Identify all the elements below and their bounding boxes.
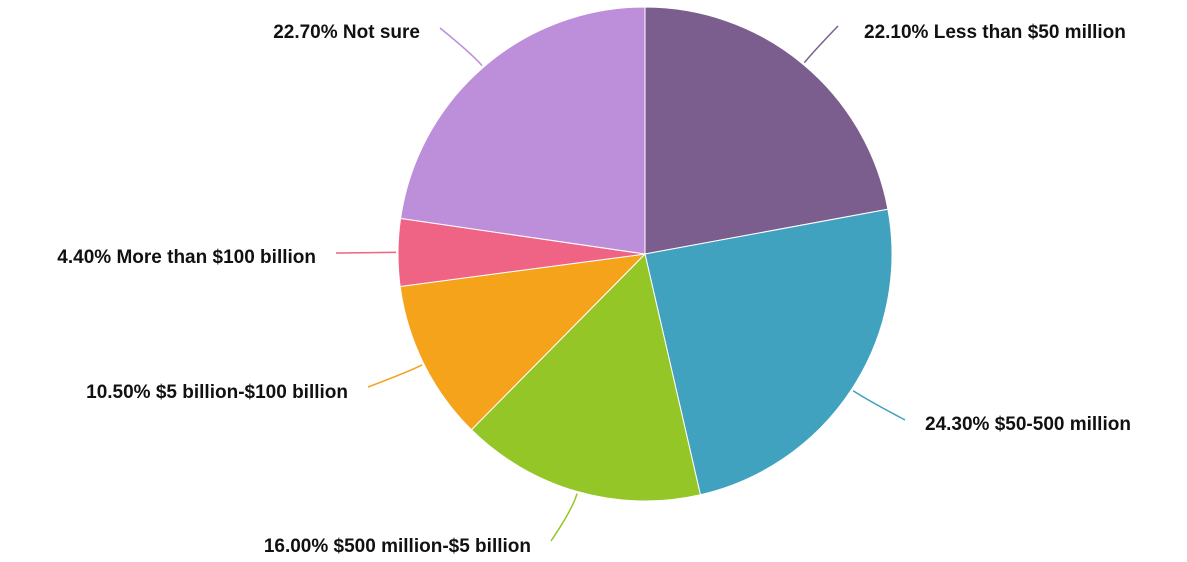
pie-labels: 22.10% Less than $50 million 24.30% $50-5… (57, 22, 1131, 557)
pie-label-2: 24.30% $50-500 million (925, 414, 1131, 435)
pie-leader-line-6 (439, 27, 483, 67)
pie-leader-line-5 (335, 251, 397, 254)
pie-leader-line-1 (803, 25, 839, 64)
pie-leader-line-4 (367, 364, 423, 388)
pie-label-4: 10.50% $5 billion-$100 billion (86, 382, 348, 403)
pie-slice-4 (399, 253, 647, 431)
pie-leader-line-3 (550, 493, 578, 542)
pie-label-6: 22.70% Not sure (273, 22, 420, 43)
pie-slice-2 (644, 208, 893, 496)
pie-slice-3 (470, 253, 701, 502)
pie-slices (397, 6, 893, 502)
pie-slice-1 (644, 6, 889, 255)
pie-slice-6 (400, 6, 646, 255)
pie-label-3: 16.00% $500 million-$5 billion (264, 536, 531, 557)
pie-leader-lines (335, 25, 906, 542)
pie-leader-line-2 (852, 390, 906, 421)
pie-label-5: 4.40% More than $100 billion (57, 247, 316, 268)
pie-label-1: 22.10% Less than $50 million (864, 22, 1126, 43)
